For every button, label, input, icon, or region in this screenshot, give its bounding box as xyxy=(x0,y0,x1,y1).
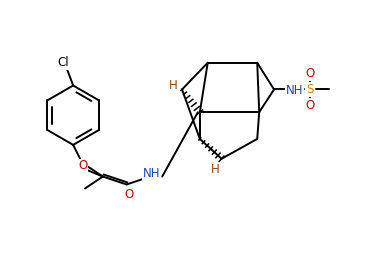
Text: O: O xyxy=(305,99,314,112)
Text: H: H xyxy=(169,79,178,92)
Text: O: O xyxy=(305,67,314,80)
Text: NH: NH xyxy=(286,84,303,97)
Text: H: H xyxy=(211,163,220,176)
Text: O: O xyxy=(124,188,133,201)
Text: Cl: Cl xyxy=(57,56,69,69)
Text: S: S xyxy=(306,83,313,96)
Text: O: O xyxy=(78,159,88,172)
Text: NH: NH xyxy=(143,167,160,180)
